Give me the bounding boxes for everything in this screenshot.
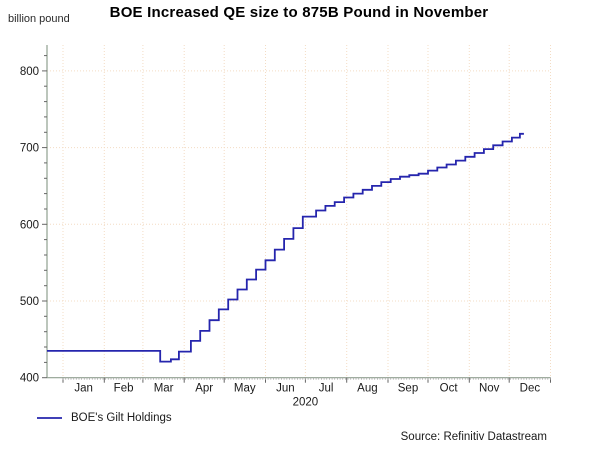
x-tick-label: Nov [479,383,500,395]
x-tick-label: Jul [319,383,334,395]
x-tick-label: Apr [195,383,213,395]
y-tick-label: 400 [20,373,39,385]
legend-label: BOE's Gilt Holdings [71,412,172,424]
y-tick-label: 600 [20,219,39,231]
x-tick-label: Oct [440,383,459,395]
x-tick-label: Feb [114,383,134,395]
x-tick-label: Mar [154,383,174,395]
legend: BOE's Gilt Holdings [36,412,172,424]
x-tick-label: Sep [398,383,418,395]
source-note: Source: Refinitiv Datastream [400,431,547,443]
chart-title: BOE Increased QE size to 875B Pound in N… [109,4,489,21]
x-axis-year-label: 2020 [293,397,319,409]
x-tick-label: Dec [520,383,541,395]
legend-line-swatch [37,417,62,419]
x-tick-label: Aug [357,383,377,395]
x-tick-label: Jan [74,383,93,395]
y-axis-unit-label: billion pound [8,13,70,25]
x-tick-label: Jun [276,383,295,395]
y-tick-label: 500 [20,296,39,308]
series-line [47,132,524,363]
y-tick-label: 800 [20,66,39,78]
x-tick-label: May [234,383,256,395]
y-tick-label: 700 [20,143,39,155]
